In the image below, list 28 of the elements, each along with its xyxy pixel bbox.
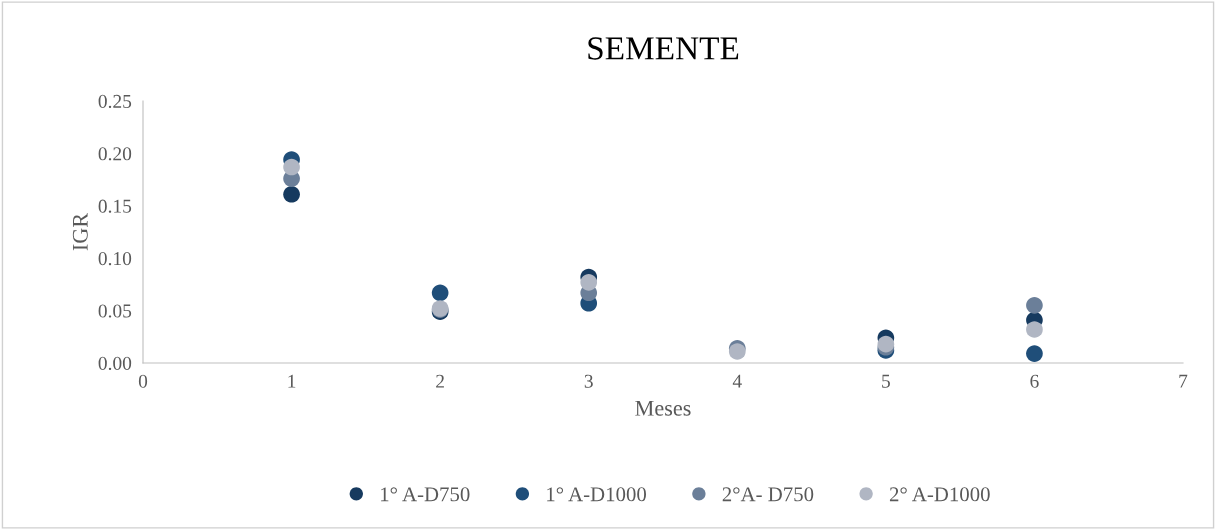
- x-axis-title: Meses: [635, 400, 691, 416]
- x-tick-label: 7: [1179, 374, 1188, 388]
- y-tick-label: 0.00: [98, 356, 132, 371]
- y-tick-label: 0.10: [98, 252, 132, 266]
- point: [1026, 297, 1043, 314]
- y-tick-label: 0.25: [98, 94, 132, 109]
- y-axis-title: IGR: [72, 212, 88, 251]
- legend-label: 2° A-D1000: [889, 487, 990, 502]
- point: [431, 284, 449, 302]
- y-tick-label: 0.20: [98, 147, 132, 161]
- y-tick-label: 0.05: [98, 304, 132, 318]
- legend-label: 2°A- D750: [722, 487, 814, 502]
- legend-label: 1° A-D750: [381, 487, 470, 502]
- point: [1026, 345, 1043, 362]
- x-tick-label: 5: [882, 374, 890, 388]
- x-tick-label: 1: [288, 374, 296, 388]
- chart-title: SEMENTE: [588, 37, 739, 60]
- point: [1026, 321, 1043, 338]
- x-tick-label: 6: [1030, 374, 1039, 388]
- x-tick-label: 2: [436, 374, 444, 388]
- x-tick-label: 0: [138, 374, 148, 388]
- y-tick-label: 0.15: [98, 199, 132, 213]
- point: [580, 273, 598, 291]
- legend-label: 1° A-D1000: [547, 487, 647, 502]
- point: [283, 158, 300, 176]
- x-tick-label: 4: [732, 374, 742, 388]
- point: [283, 185, 300, 203]
- x-tick-label: 3: [584, 374, 593, 388]
